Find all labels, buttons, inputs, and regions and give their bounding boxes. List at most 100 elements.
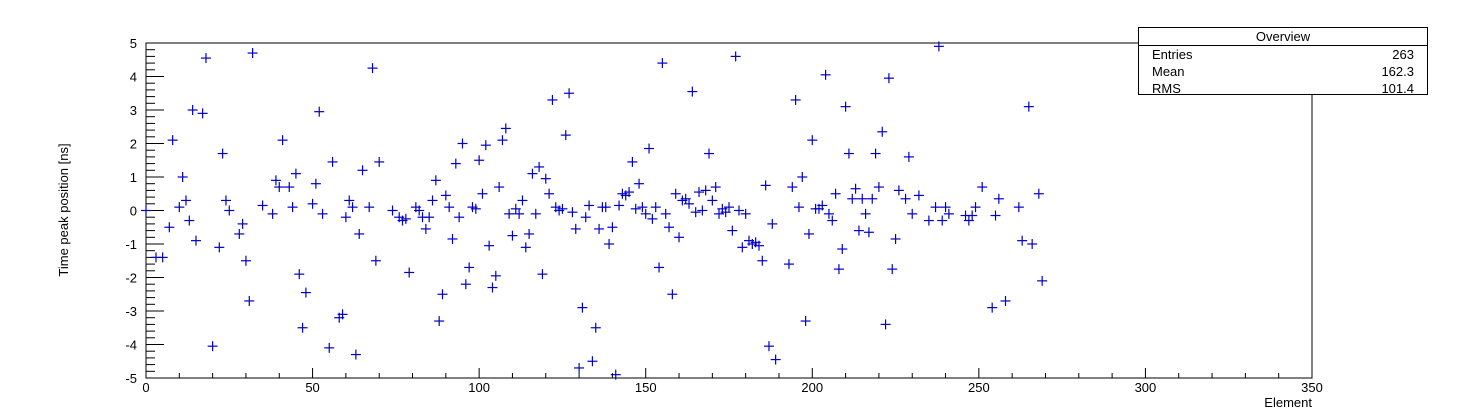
data-point <box>414 205 425 216</box>
data-point <box>853 225 864 236</box>
data-point <box>740 208 751 219</box>
x-tick-label: 0 <box>142 380 149 395</box>
data-point <box>733 205 744 216</box>
data-point <box>724 202 734 213</box>
data-point <box>664 222 675 233</box>
data-point <box>190 235 201 246</box>
data-point <box>520 242 531 253</box>
data-point <box>350 349 361 360</box>
data-point <box>240 255 251 266</box>
data-point <box>537 269 548 280</box>
data-point <box>457 138 468 149</box>
data-point <box>867 193 878 204</box>
y-tick-label: -3 <box>125 304 137 319</box>
data-point <box>614 200 625 211</box>
data-point <box>474 155 485 166</box>
x-tick-label: 250 <box>968 380 990 395</box>
stats-box: Overview Entries 263 Mean 162.3 RMS 101.… <box>1138 27 1428 96</box>
data-point <box>370 255 381 266</box>
data-point <box>290 168 301 179</box>
data-point <box>400 213 411 224</box>
data-point <box>1023 101 1034 112</box>
data-point <box>340 212 351 223</box>
data-point <box>830 188 841 199</box>
x-tick-label: 300 <box>1135 380 1157 395</box>
data-point <box>310 178 321 189</box>
data-point <box>454 212 465 223</box>
data-point <box>514 208 525 219</box>
y-tick-label: 0 <box>130 204 137 219</box>
data-point <box>857 193 868 204</box>
data-point <box>827 215 838 226</box>
data-point <box>694 187 705 198</box>
data-point <box>420 223 431 234</box>
data-point <box>437 289 448 300</box>
data-point <box>217 148 228 159</box>
data-point <box>564 88 575 99</box>
data-point <box>270 175 281 186</box>
y-tick-label: -4 <box>125 338 137 353</box>
data-point <box>247 48 258 59</box>
data-point <box>297 322 308 333</box>
data-point <box>817 200 828 211</box>
data-point <box>497 135 508 146</box>
data-point <box>607 222 618 233</box>
data-point <box>913 190 924 201</box>
data-point <box>434 316 445 327</box>
data-point <box>797 172 808 182</box>
data-point <box>184 215 195 226</box>
data-point <box>244 295 255 306</box>
data-point <box>507 230 518 241</box>
data-point <box>990 210 1001 221</box>
data-point <box>730 51 741 62</box>
data-point <box>284 182 295 193</box>
data-point <box>567 207 578 218</box>
data-point <box>680 193 691 204</box>
y-tick-label: 3 <box>130 103 137 118</box>
data-point <box>141 205 151 216</box>
data-point <box>937 215 948 226</box>
data-point <box>337 309 348 320</box>
data-point <box>464 262 475 273</box>
data-point <box>783 259 794 270</box>
data-point <box>174 202 185 213</box>
data-point <box>544 188 555 199</box>
stats-label: Mean <box>1152 64 1185 79</box>
data-point <box>883 73 894 84</box>
data-point <box>644 143 655 154</box>
data-point <box>697 205 708 216</box>
data-point <box>274 182 285 193</box>
data-point <box>943 208 954 219</box>
data-point <box>967 210 978 221</box>
data-point <box>430 175 441 186</box>
data-point <box>590 322 601 333</box>
data-point <box>767 218 778 229</box>
data-point <box>624 187 635 198</box>
data-point <box>923 215 934 226</box>
data-point <box>684 198 695 209</box>
data-point <box>753 240 764 251</box>
data-point <box>757 255 768 266</box>
data-point <box>167 135 178 146</box>
data-point <box>460 279 471 290</box>
data-point <box>307 198 318 209</box>
y-tick-label: 2 <box>130 137 137 152</box>
data-point <box>760 180 771 191</box>
data-point <box>770 354 781 365</box>
data-point <box>970 202 981 213</box>
data-point <box>287 202 298 213</box>
data-point <box>374 156 385 167</box>
data-point <box>587 356 598 367</box>
data-point <box>577 302 588 313</box>
data-point <box>860 208 871 219</box>
stats-value: 263 <box>1392 47 1414 62</box>
data-point <box>314 106 325 117</box>
data-point <box>540 173 551 184</box>
data-point <box>197 108 208 119</box>
data-point <box>354 228 365 239</box>
data-point <box>1027 239 1038 249</box>
data-point <box>907 208 918 219</box>
data-point <box>807 135 818 146</box>
data-point <box>690 207 701 218</box>
y-tick-label: -5 <box>125 371 137 386</box>
